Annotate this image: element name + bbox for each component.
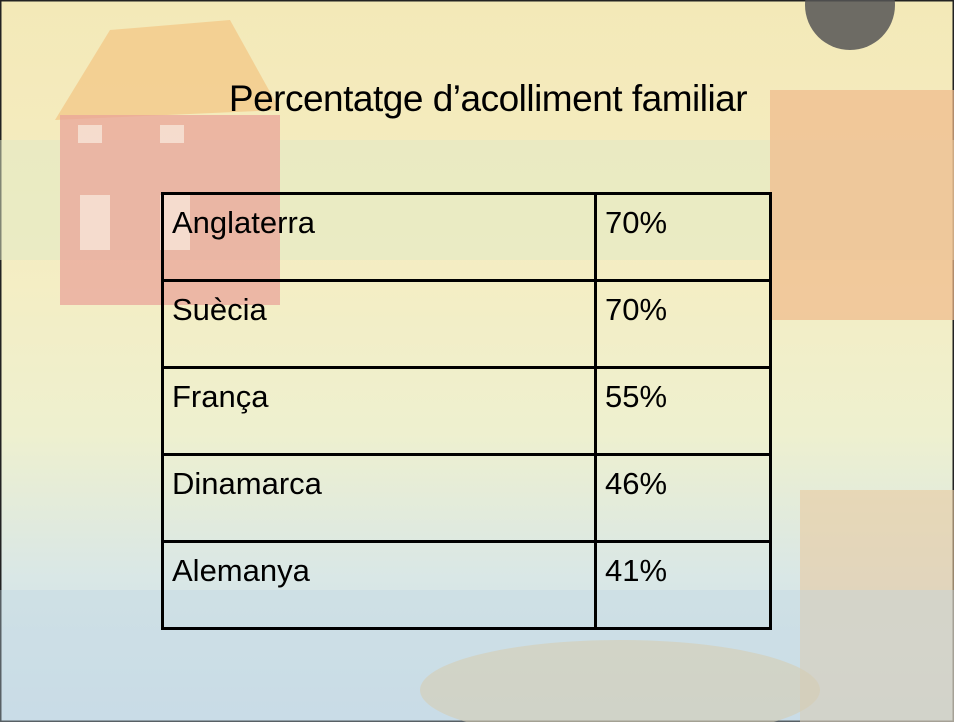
slide: Percentatge d’acolliment familiar Anglat… [0, 0, 954, 722]
percentage-cell: 41% [596, 542, 771, 629]
country-cell: França [163, 368, 596, 455]
country-cell: Suècia [163, 281, 596, 368]
page: Percentatge d’acolliment familiar Anglat… [0, 0, 954, 722]
slide-title: Percentatge d’acolliment familiar [0, 78, 954, 120]
country-cell: Alemanya [163, 542, 596, 629]
percentage-cell: 70% [596, 281, 771, 368]
country-cell: Dinamarca [163, 455, 596, 542]
country-cell: Anglaterra [163, 194, 596, 281]
percentage-cell: 70% [596, 194, 771, 281]
percentage-cell: 46% [596, 455, 771, 542]
percentage-cell: 55% [596, 368, 771, 455]
